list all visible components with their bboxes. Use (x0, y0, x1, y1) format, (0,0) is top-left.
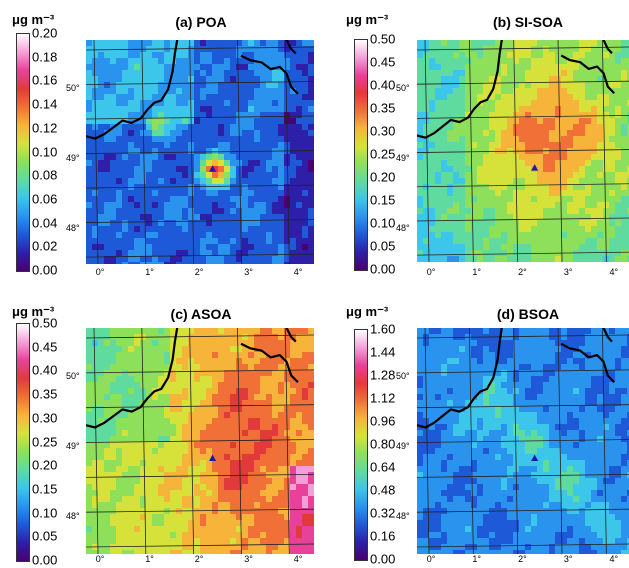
colorbar-tick-label: 0.10 (370, 216, 395, 231)
map-field (86, 40, 314, 264)
colorbar (354, 39, 368, 271)
colorbar-tick-label: 0.05 (370, 239, 395, 254)
longitude-label: 1° (472, 267, 481, 277)
longitude-label: 3° (244, 267, 253, 277)
latitude-label: 50° (396, 83, 410, 93)
latitude-label: 50° (66, 371, 80, 381)
colorbar-tick-label: 1.28 (370, 368, 395, 383)
colorbar-tick-label: 0.50 (32, 316, 57, 331)
colorbar-tick-label: 0.14 (32, 97, 57, 112)
longitude-label: 1° (145, 267, 154, 277)
map-field (86, 328, 314, 554)
panel-title: (a) POA (175, 14, 226, 30)
longitude-label: 3° (564, 267, 573, 277)
longitude-label: 4° (610, 267, 619, 277)
colorbar-tick-label: 0.50 (370, 32, 395, 47)
colorbar-tick-label: 0.18 (32, 49, 57, 64)
colorbar (16, 323, 30, 562)
latitude-label: 49° (66, 441, 80, 451)
colorbar-tick-label: 0.64 (370, 460, 395, 475)
colorbar-tick-label: 0.04 (32, 215, 57, 230)
longitude-label: 2° (518, 267, 527, 277)
colorbar-tick-label: 1.60 (370, 322, 395, 337)
colorbar-tick-label: 0.08 (32, 168, 57, 183)
colorbar-tick-label: 0.80 (370, 437, 395, 452)
colorbar-tick-label: 0.00 (370, 552, 395, 567)
colorbar-tick-label: 0.35 (370, 101, 395, 116)
longitude-label: 4° (294, 267, 303, 277)
colorbar-tick-label: 0.10 (32, 144, 57, 159)
colorbar-tick-label: 0.05 (32, 529, 57, 544)
colorbar-tick-label: 0.00 (32, 553, 57, 568)
colorbar (16, 33, 30, 272)
colorbar-tick-label: 1.44 (370, 345, 395, 360)
longitude-label: 2° (195, 267, 204, 277)
concentration-map (86, 328, 314, 554)
panel-title: (c) ASOA (171, 306, 232, 322)
colorbar-tick-label: 0.35 (32, 387, 57, 402)
colorbar-tick-label: 0.30 (370, 124, 395, 139)
colorbar-tick-label: 0.48 (370, 483, 395, 498)
concentration-map (417, 328, 629, 554)
colorbar (354, 329, 368, 561)
panel-title: (d) BSOA (497, 306, 559, 322)
latitude-label: 48° (396, 223, 410, 233)
concentration-map (417, 40, 629, 262)
unit-label: μg m⁻³ (346, 12, 388, 28)
colorbar-tick-label: 0.06 (32, 191, 57, 206)
latitude-label: 50° (396, 371, 410, 381)
colorbar-tick-label: 0.32 (370, 506, 395, 521)
latitude-label: 49° (66, 153, 80, 163)
colorbar-tick-label: 0.25 (370, 147, 395, 162)
colorbar-tick-label: 0.00 (370, 262, 395, 277)
panel-si-soa: μg m⁻³ (b) SI-SOA 0.50 0.45 0.40 0.35 0.30 0.25… (330, 0, 629, 281)
colorbar-tick-label: 0.30 (32, 410, 57, 425)
longitude-label: 0° (427, 267, 436, 277)
colorbar-tick-label: 0.45 (32, 339, 57, 354)
colorbar-tick-label: 0.16 (370, 529, 395, 544)
latitude-label: 48° (66, 511, 80, 521)
longitude-label: 0° (96, 267, 105, 277)
colorbar-tick-label: 0.20 (32, 26, 57, 41)
unit-label: μg m⁻³ (346, 304, 388, 320)
colorbar-tick-label: 0.10 (32, 505, 57, 520)
map-field (417, 40, 629, 262)
colorbar-tick-label: 0.20 (370, 170, 395, 185)
latitude-label: 49° (396, 153, 410, 163)
colorbar-tick-label: 0.15 (370, 193, 395, 208)
map-field (417, 328, 629, 554)
latitude-label: 49° (396, 441, 410, 451)
latitude-label: 48° (66, 223, 80, 233)
colorbar-tick-label: 0.40 (370, 78, 395, 93)
colorbar-tick-label: 0.96 (370, 414, 395, 429)
colorbar-tick-label: 0.20 (32, 458, 57, 473)
colorbar-tick-label: 0.16 (32, 73, 57, 88)
colorbar-tick-label: 0.15 (32, 481, 57, 496)
panel-title: (b) SI-SOA (493, 14, 563, 30)
panel-bsoa: μg m⁻³ (d) BSOA 1.60 1.44 1.28 1.12 0.96 0.80 0.… (330, 290, 629, 563)
latitude-label: 50° (66, 83, 80, 93)
colorbar-tick-label: 0.00 (32, 263, 57, 278)
latitude-label: 48° (396, 511, 410, 521)
colorbar-tick-label: 1.12 (370, 391, 395, 406)
concentration-map (86, 40, 314, 264)
colorbar-tick-label: 0.12 (32, 120, 57, 135)
colorbar-tick-label: 0.45 (370, 55, 395, 70)
colorbar-tick-label: 0.02 (32, 239, 57, 254)
colorbar-tick-label: 0.25 (32, 434, 57, 449)
colorbar-tick-label: 0.40 (32, 363, 57, 378)
